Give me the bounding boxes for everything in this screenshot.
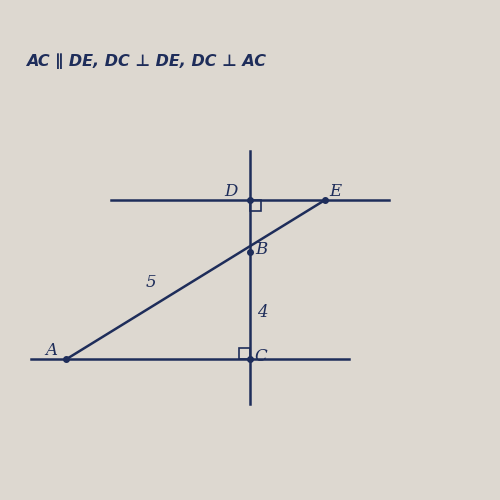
Bar: [239, 348, 250, 360]
Text: C: C: [254, 348, 268, 366]
Text: 4: 4: [257, 304, 268, 320]
Text: A: A: [45, 342, 57, 359]
Text: AC ∥ DE, DC ⊥ DE, DC ⊥ AC: AC ∥ DE, DC ⊥ DE, DC ⊥ AC: [26, 53, 266, 69]
Text: D: D: [224, 183, 238, 200]
Text: B: B: [255, 242, 267, 258]
Bar: [250, 200, 261, 211]
Text: 5: 5: [145, 274, 156, 291]
Text: E: E: [330, 183, 342, 200]
